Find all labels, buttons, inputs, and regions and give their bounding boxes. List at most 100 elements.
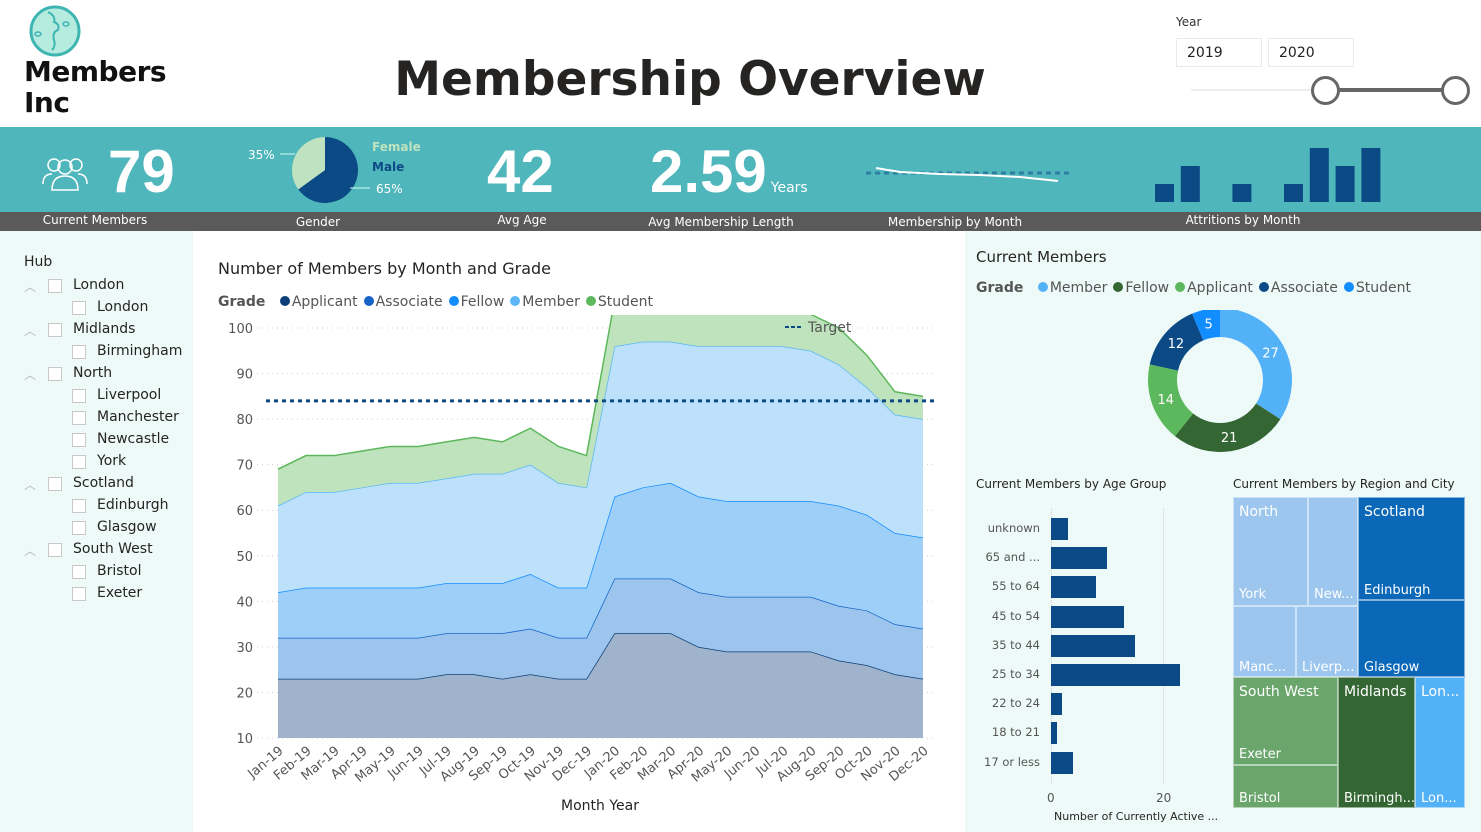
chevron-up-icon[interactable]: ︿ (24, 478, 37, 492)
year-slider-handle-start[interactable] (1311, 76, 1340, 105)
age-bar[interactable] (1051, 634, 1135, 657)
membership-by-month-label: Membership by Month (887, 215, 1023, 229)
checkbox[interactable] (72, 521, 86, 535)
year-to-input[interactable]: 2020 (1268, 38, 1354, 67)
y-tick-label: 80 (236, 413, 253, 428)
treemap-cell-glasgow[interactable]: Glasgow (1358, 600, 1465, 677)
city-label: Manc... (1239, 660, 1286, 675)
treemap-cell-manchester[interactable]: Manc... (1233, 606, 1296, 677)
checkbox[interactable] (72, 301, 86, 315)
chevron-up-icon[interactable]: ︿ (24, 280, 37, 294)
checkbox[interactable] (72, 389, 86, 403)
treemap-cell-bristol[interactable]: Bristol (1233, 765, 1338, 808)
age-bar[interactable] (1051, 547, 1107, 570)
sparkline-line (875, 167, 1059, 182)
donut-slice-student[interactable] (1192, 310, 1220, 341)
attrition-bar (1232, 184, 1252, 202)
male-legend: Male (372, 160, 404, 174)
age-bar[interactable] (1051, 605, 1124, 628)
age-bar[interactable] (1051, 693, 1063, 716)
region-label-south-west: South West (1239, 684, 1319, 700)
legend-item-fellow[interactable]: Fellow (460, 294, 505, 310)
checkbox[interactable] (48, 477, 62, 491)
checkbox[interactable] (72, 455, 86, 469)
legend-dot-member (1037, 282, 1048, 292)
treemap-cell-birmingham[interactable]: Midlands Birmingh... (1338, 677, 1415, 808)
age-bar[interactable] (1051, 751, 1074, 774)
treemap-cell-edinburgh[interactable]: Scotland Edinburgh (1358, 497, 1465, 600)
age-bar[interactable] (1051, 518, 1068, 540)
legend-item-applicant[interactable]: Applicant (291, 294, 358, 310)
gender-slice-male (298, 137, 358, 203)
year-slider-handle-end[interactable] (1441, 76, 1470, 105)
legend-item-member[interactable]: Member (522, 294, 580, 310)
donut-data-label: 12 (1168, 337, 1185, 352)
donut-slice-associate[interactable] (1149, 313, 1204, 371)
slicer-item-label: Bristol (97, 563, 142, 579)
male-pct-label: 65% (376, 182, 403, 196)
year-from-input[interactable]: 2019 (1176, 38, 1262, 67)
gender-pie: 35% Female Male 65% (248, 137, 421, 203)
hub-slicer-title: Hub (24, 254, 53, 270)
treemap-cell-exeter[interactable]: South West Exeter (1233, 677, 1338, 765)
age-group-label: 25 to 34 (991, 667, 1040, 681)
y-tick-label: 40 (236, 595, 253, 610)
checkbox[interactable] (48, 279, 62, 293)
current-members-label: Current Members (42, 213, 148, 227)
age-bar[interactable] (1051, 722, 1057, 745)
checkbox[interactable] (72, 433, 86, 447)
age-group-label: 55 to 64 (991, 579, 1040, 594)
checkbox[interactable] (72, 565, 86, 579)
avg-membership-length-kpi: 2.59 Years (650, 137, 808, 207)
checkbox[interactable] (48, 323, 62, 337)
y-tick-label: 20 (236, 686, 253, 701)
attritions-by-month-label: Attritions by Month (1185, 213, 1301, 227)
age-group-label: 45 to 54 (991, 608, 1040, 623)
age-gridline-20 (1163, 508, 1164, 783)
people-icon (42, 158, 88, 191)
y-tick-label: 30 (236, 641, 253, 656)
legend-item-student[interactable]: Student (597, 294, 654, 310)
checkbox[interactable] (72, 587, 86, 601)
legend-item-associate[interactable]: Associate (1270, 280, 1338, 296)
checkbox[interactable] (72, 499, 86, 513)
legend-item-applicant[interactable]: Applicant (1187, 280, 1253, 296)
donut-legend: Grade Member Fellow Applicant Associate Stud… (976, 280, 1411, 296)
city-label: Lon... (1421, 791, 1457, 806)
age-bar[interactable] (1051, 664, 1180, 686)
area-chart-title: Number of Members by Month and Grade (218, 259, 552, 278)
legend-item-associate[interactable]: Associate (375, 294, 443, 310)
donut-slice-applicant[interactable] (1148, 364, 1194, 437)
treemap-cell-liverpool[interactable]: Liverp... (1296, 606, 1358, 677)
donut-slice-member[interactable] (1220, 310, 1292, 420)
kpi-labels-bar (0, 212, 1481, 231)
checkbox[interactable] (48, 543, 62, 557)
slicer-item-label: Liverpool (97, 387, 162, 403)
age-bar[interactable] (1051, 576, 1096, 599)
chevron-up-icon[interactable]: ︿ (24, 324, 37, 338)
age-group-label: 17 or less (984, 754, 1040, 769)
chevron-up-icon[interactable]: ︿ (24, 544, 37, 558)
checkbox[interactable] (72, 411, 86, 425)
legend-item-student[interactable]: Student (1355, 280, 1412, 296)
treemap-cell-york[interactable]: North York (1233, 497, 1308, 606)
age-group-label: 35 to 44 (991, 637, 1040, 652)
donut-slice-fellow[interactable] (1174, 403, 1281, 452)
donut-data-label: 21 (1221, 431, 1238, 446)
chevron-up-icon[interactable]: ︿ (24, 368, 37, 382)
treemap-cell-newcastle[interactable]: New... (1308, 497, 1358, 606)
logo-line2: Inc (24, 86, 70, 119)
age-group-label: 22 to 24 (991, 696, 1040, 711)
slicer-item-label: York (97, 453, 127, 469)
checkbox[interactable] (72, 345, 86, 359)
slicer-item-label: Scotland (73, 475, 134, 491)
age-xtick-0: 0 (1047, 791, 1055, 805)
treemap-title: Current Members by Region and City (1233, 477, 1455, 491)
legend-item-member[interactable]: Member (1049, 280, 1108, 296)
area-associate (278, 578, 923, 679)
area-applicant (278, 633, 923, 738)
legend-item-fellow[interactable]: Fellow (1125, 280, 1170, 296)
checkbox[interactable] (48, 367, 62, 381)
female-pct-label: 35% (248, 148, 275, 162)
treemap-cell-london[interactable]: Lon... Lon... (1415, 677, 1465, 808)
